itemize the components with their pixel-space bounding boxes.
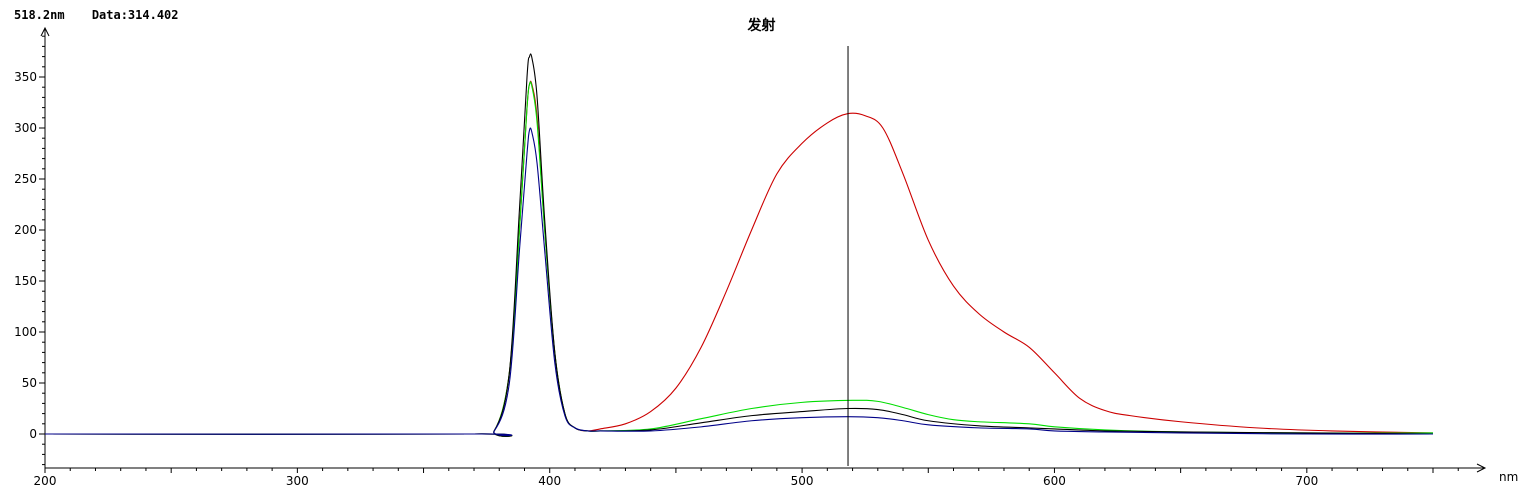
series-line-1 bbox=[44, 80, 1434, 437]
series-layer bbox=[44, 53, 1434, 437]
y-tick-label: 150 bbox=[14, 274, 37, 288]
x-tick-label: 300 bbox=[286, 474, 309, 488]
y-axis-arrow-icon bbox=[40, 26, 50, 37]
x-tick-label: 700 bbox=[1295, 474, 1318, 488]
x-tick-label: 500 bbox=[791, 474, 814, 488]
y-tick-label: 350 bbox=[14, 70, 37, 84]
x-axis-label: nm bbox=[1499, 470, 1518, 484]
x-tick-label: 600 bbox=[1043, 474, 1066, 488]
y-tick-label: 200 bbox=[14, 223, 37, 237]
series-line-2 bbox=[44, 81, 1434, 437]
y-tick-label: 300 bbox=[14, 121, 37, 135]
series-line-4 bbox=[44, 127, 1434, 437]
axes: nm 0 50 100 150 200 250 300 350 200 300 400 500 600 70… bbox=[14, 26, 1518, 488]
series-line-3 bbox=[44, 53, 1434, 437]
x-tick-label: 400 bbox=[538, 474, 561, 488]
chart-title: 发射 bbox=[747, 18, 776, 34]
x-tick-label: 200 bbox=[34, 474, 57, 488]
readout-data-value: Data:314.402 bbox=[91, 8, 179, 22]
y-tick-label: 100 bbox=[14, 325, 37, 339]
readout-wavelength: 518.2nm bbox=[14, 8, 65, 22]
cursor-readout: 518.2nm Data:314.402 bbox=[14, 8, 199, 22]
y-tick-label: 50 bbox=[22, 376, 37, 390]
x-axis-arrow-icon bbox=[1476, 463, 1487, 473]
y-tick-label: 250 bbox=[14, 172, 37, 186]
y-tick-label: 0 bbox=[29, 427, 37, 441]
